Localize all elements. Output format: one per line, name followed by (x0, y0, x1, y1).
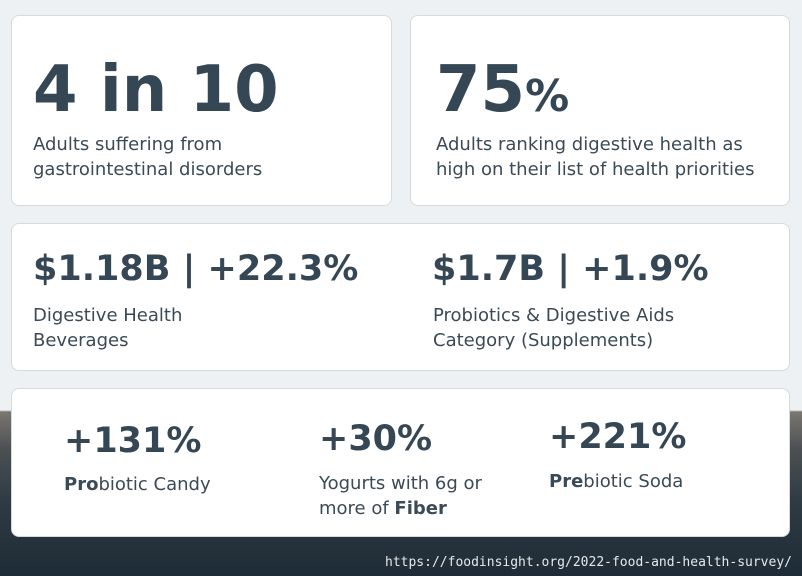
yogurt-description: Yogurts with 6g or more of Fiber (319, 473, 482, 519)
stat-value: 75% (436, 53, 570, 127)
beverages-stat: $1.18B | +22.3% (33, 249, 359, 289)
yogurt-stat: +30% (319, 419, 433, 459)
probiotics-stat: $1.7B | +1.9% (432, 249, 709, 289)
stat-card-products: +131% Probiotic Candy +30% Yogurts with … (11, 388, 790, 537)
probiotics-description: Probiotics & Digestive Aids Category (Su… (433, 305, 675, 351)
stat-value: 4 in 10 (33, 53, 279, 127)
candy-label: Probiotic Candy (64, 474, 211, 495)
stat-description: Adults suffering from gastrointestinal d… (33, 134, 263, 180)
stat-description: Adults ranking digestive health as high … (436, 134, 755, 180)
stat-card-digestive-priority: 75% Adults ranking digestive health as h… (410, 15, 790, 206)
stat-card-market: $1.18B | +22.3% Digestive Health Beverag… (11, 223, 790, 371)
candy-stat: +131% (64, 421, 202, 461)
soda-label: Prebiotic Soda (549, 471, 684, 492)
stat-card-adults-gi: 4 in 10 Adults suffering from gastrointe… (11, 15, 392, 206)
beverages-description: Digestive Health Beverages (33, 305, 183, 351)
soda-stat: +221% (549, 417, 687, 457)
source-url: https://foodinsight.org/2022-food-and-he… (385, 555, 792, 570)
